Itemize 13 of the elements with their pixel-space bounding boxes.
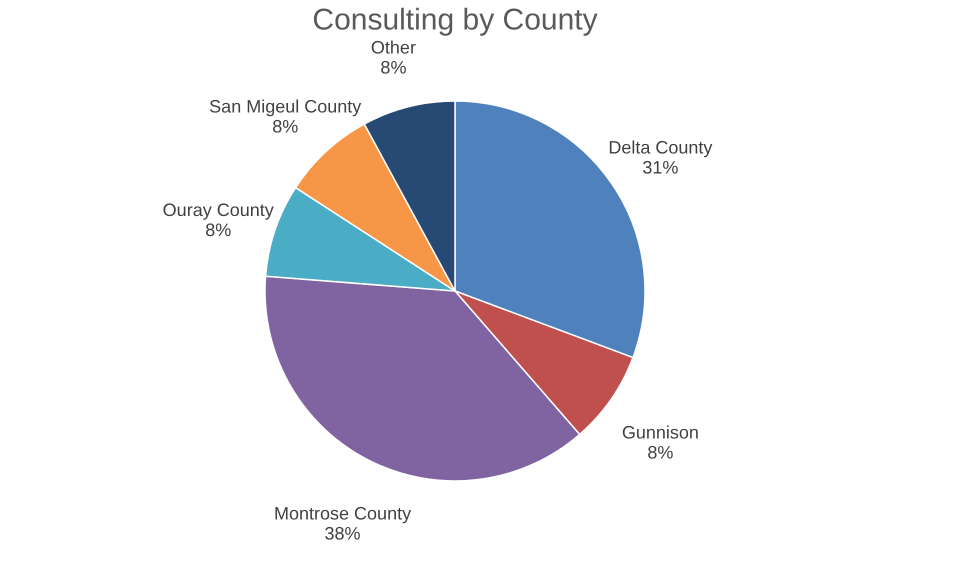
data-label: 8% (647, 442, 674, 463)
data-label: 31% (642, 157, 678, 178)
slice-label: San Migeul County (209, 96, 362, 116)
data-label: 8% (205, 220, 232, 240)
chart-title: Consulting by County (312, 4, 598, 37)
data-label: 38% (324, 523, 361, 544)
slice-label: Other (370, 38, 416, 58)
slice-label: Montrose County (274, 503, 412, 524)
slice-label: Ouray County (162, 200, 274, 220)
data-label: 8% (272, 116, 298, 136)
data-label: 8% (380, 58, 406, 78)
slice-label: Delta County (608, 137, 712, 158)
slice-label: Gunnison (622, 422, 699, 443)
